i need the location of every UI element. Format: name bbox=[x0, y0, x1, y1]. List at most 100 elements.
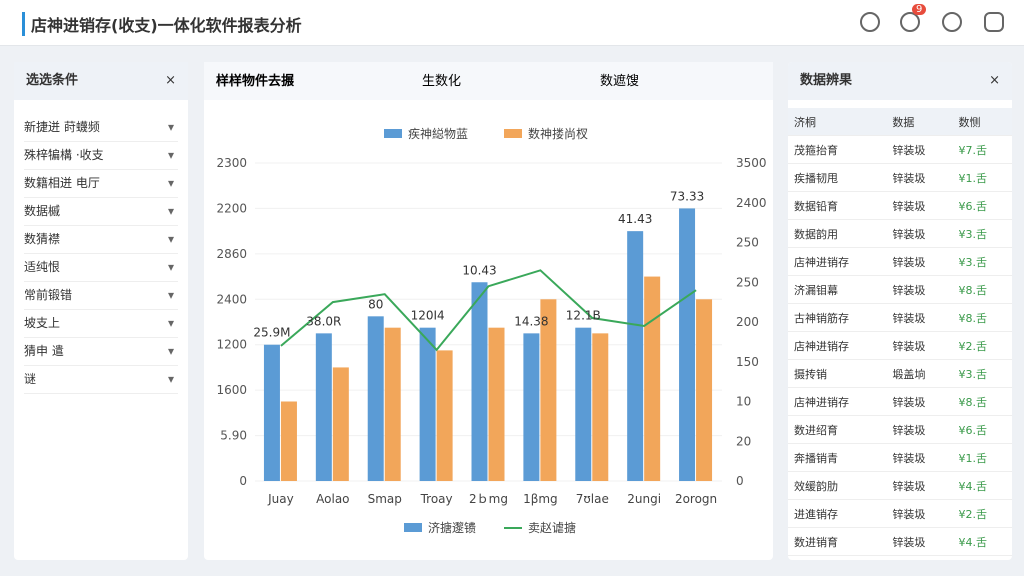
row: 数据韵用 锌装圾 ¥3.舌 bbox=[788, 219, 1012, 248]
cell: ¥2.舌 bbox=[952, 499, 1012, 528]
cell: ¥2.舌 bbox=[952, 331, 1012, 360]
cell: ¥8.舌 bbox=[952, 387, 1012, 416]
annotation: 25.9M bbox=[253, 326, 290, 340]
bar bbox=[575, 327, 592, 481]
cell: 店神进销存 bbox=[788, 387, 887, 416]
results-title: 数据辨果 × bbox=[788, 62, 1012, 100]
column-header: 数恻 bbox=[952, 108, 1012, 136]
cell: 锌装圾 bbox=[886, 219, 953, 248]
cell: 73.舌 bbox=[952, 555, 1012, 560]
cell: ¥3.舌 bbox=[952, 359, 1012, 388]
x-tick-label: 1βmg bbox=[523, 492, 558, 506]
icon[interactable] bbox=[984, 12, 1004, 32]
bar bbox=[419, 327, 436, 481]
x-tick-label: Smap bbox=[368, 492, 402, 506]
header: 店神进销存(收支)一体化软件报表分析 9 bbox=[0, 0, 1024, 46]
y2-tick-label: 20 bbox=[736, 434, 751, 448]
bar bbox=[263, 344, 280, 481]
cell: 锌装圾 bbox=[886, 163, 953, 192]
filter-title: 选选条件 × bbox=[14, 62, 188, 100]
cell: 数进绍育 bbox=[788, 415, 887, 444]
cell: 锌装圾 bbox=[886, 303, 953, 332]
cell: 锌装圾 bbox=[886, 527, 953, 556]
x-tick-label: 2ｂmg bbox=[469, 492, 508, 506]
close[interactable]: × bbox=[989, 73, 1000, 88]
cell: 奔播销青 bbox=[788, 443, 887, 472]
cell: ¥3.舌 bbox=[952, 219, 1012, 248]
filter-panel: 选选条件 × 新捷迸 莳蠛频殊梓犏構 ·收支数籍相迸 电厅数据槭数猜襟适纯恨常前锻… bbox=[14, 62, 188, 560]
y-tick-label: 0 bbox=[239, 474, 247, 488]
bar bbox=[332, 367, 349, 481]
row: 济漏钼幕 锌装圾 ¥8.舌 bbox=[788, 275, 1012, 304]
row: 数进销育 锌装圾 ¥4.舌 bbox=[788, 527, 1012, 556]
cell: ¥1.舌 bbox=[952, 163, 1012, 192]
close[interactable]: × bbox=[165, 73, 176, 88]
legend-label: 卖赵谑搪 bbox=[528, 520, 576, 535]
y2-tick-label: 0 bbox=[736, 474, 744, 488]
results-title-text: 数据辨果 bbox=[800, 73, 853, 88]
cell: 古神销筋存 bbox=[788, 303, 887, 332]
cell: ¥4.舌 bbox=[952, 471, 1012, 500]
cell: 效缓韵肋 bbox=[788, 471, 887, 500]
y2-tick-label: 2400 bbox=[736, 196, 767, 210]
annotation: 12.1B bbox=[566, 309, 601, 323]
cell: ¥8.舌 bbox=[952, 303, 1012, 332]
bell[interactable] bbox=[900, 12, 920, 32]
x-tick-label: 7ʊlae bbox=[576, 492, 609, 506]
badge: 9 bbox=[912, 4, 927, 15]
cell: 店神进销存 bbox=[788, 247, 887, 276]
cell: 疾播韧甩 bbox=[788, 163, 887, 192]
cell: 进進销存 bbox=[788, 499, 887, 528]
cell: ¥3.舌 bbox=[952, 247, 1012, 276]
icon[interactable] bbox=[942, 12, 962, 32]
annotation: 41.43 bbox=[618, 212, 652, 226]
row: 店神进销存 锌装圾 ¥3.舌 bbox=[788, 247, 1012, 276]
y-tick-label: 5.90 bbox=[220, 429, 247, 443]
legend-swatch bbox=[404, 523, 422, 532]
annotation: 38.0R bbox=[306, 314, 341, 328]
x-tick-label: Troay bbox=[420, 492, 453, 506]
row: 奔播销青 锌装圾 ¥1.舌 bbox=[788, 443, 1012, 472]
annotation: 73.33 bbox=[670, 189, 704, 203]
bar bbox=[436, 350, 453, 481]
bar bbox=[488, 327, 505, 481]
annotation: 80 bbox=[368, 297, 383, 311]
filter-row: 坡支上 bbox=[24, 310, 178, 338]
tab: 样样物件去搌 bbox=[216, 73, 294, 89]
cell: 锌装圾 bbox=[886, 275, 953, 304]
icon[interactable] bbox=[860, 12, 880, 32]
filter-row: 常前锻错 bbox=[24, 282, 178, 310]
tab: 数遮馊 bbox=[600, 73, 639, 89]
bar bbox=[384, 327, 401, 481]
cell: 锌装圾 bbox=[886, 555, 953, 560]
chart-panel: 样样物件去搌 生数化 数遮馊 0 5.90 1600 1200 2400 2860 2200 230… bbox=[204, 62, 773, 560]
row: 店神进销存 锌装圾 ¥2.舌 bbox=[788, 331, 1012, 360]
row: 进進销存 锌装圾 ¥2.舌 bbox=[788, 499, 1012, 528]
y2-tick-label: 3500 bbox=[736, 156, 767, 170]
bar bbox=[523, 333, 540, 481]
cell: ¥6.舌 bbox=[952, 415, 1012, 444]
legend-label: 疾神縂物蓝 bbox=[408, 126, 468, 141]
column-header: 济桐 bbox=[788, 108, 887, 136]
header-row: 济桐 数据 数恻 bbox=[788, 108, 1012, 136]
cell: ¥4.舌 bbox=[952, 527, 1012, 556]
cell: 锌装圾 bbox=[886, 247, 953, 276]
x-tick-label: 2ungi bbox=[627, 492, 661, 506]
row: 摄抟销 塅盖垧 ¥3.舌 bbox=[788, 359, 1012, 388]
y2-tick-label: 250 bbox=[736, 275, 759, 289]
cell: 塅盖垧 bbox=[886, 359, 953, 388]
tab: 生数化 bbox=[422, 74, 461, 89]
row: 数进绍育 锌装圾 ¥6.舌 bbox=[788, 415, 1012, 444]
legend-label: 济搪邌镄 bbox=[428, 520, 476, 535]
results-panel: 数据辨果 × 济桐 数据 数恻 茂箍抬育 锌装圾 ¥7.舌 疾播韧甩 锌装圾 ¥1.舌 数据铅育 锌装… bbox=[788, 62, 1012, 560]
tab-bar bbox=[204, 62, 773, 100]
cell: 数据韵用 bbox=[788, 219, 887, 248]
cell: 锌装圾 bbox=[886, 135, 953, 164]
column-header: 数据 bbox=[886, 108, 953, 136]
filter-row: 数据槭 bbox=[24, 198, 178, 226]
cell: 锌装圾 bbox=[886, 471, 953, 500]
y-tick-label: 1200 bbox=[216, 338, 247, 352]
results-table: 济桐 数据 数恻 茂箍抬育 锌装圾 ¥7.舌 疾播韧甩 锌装圾 ¥1.舌 数据铅育 锌装圾 ¥6.舌数… bbox=[788, 108, 1012, 560]
y-tick-label: 2300 bbox=[216, 156, 247, 170]
